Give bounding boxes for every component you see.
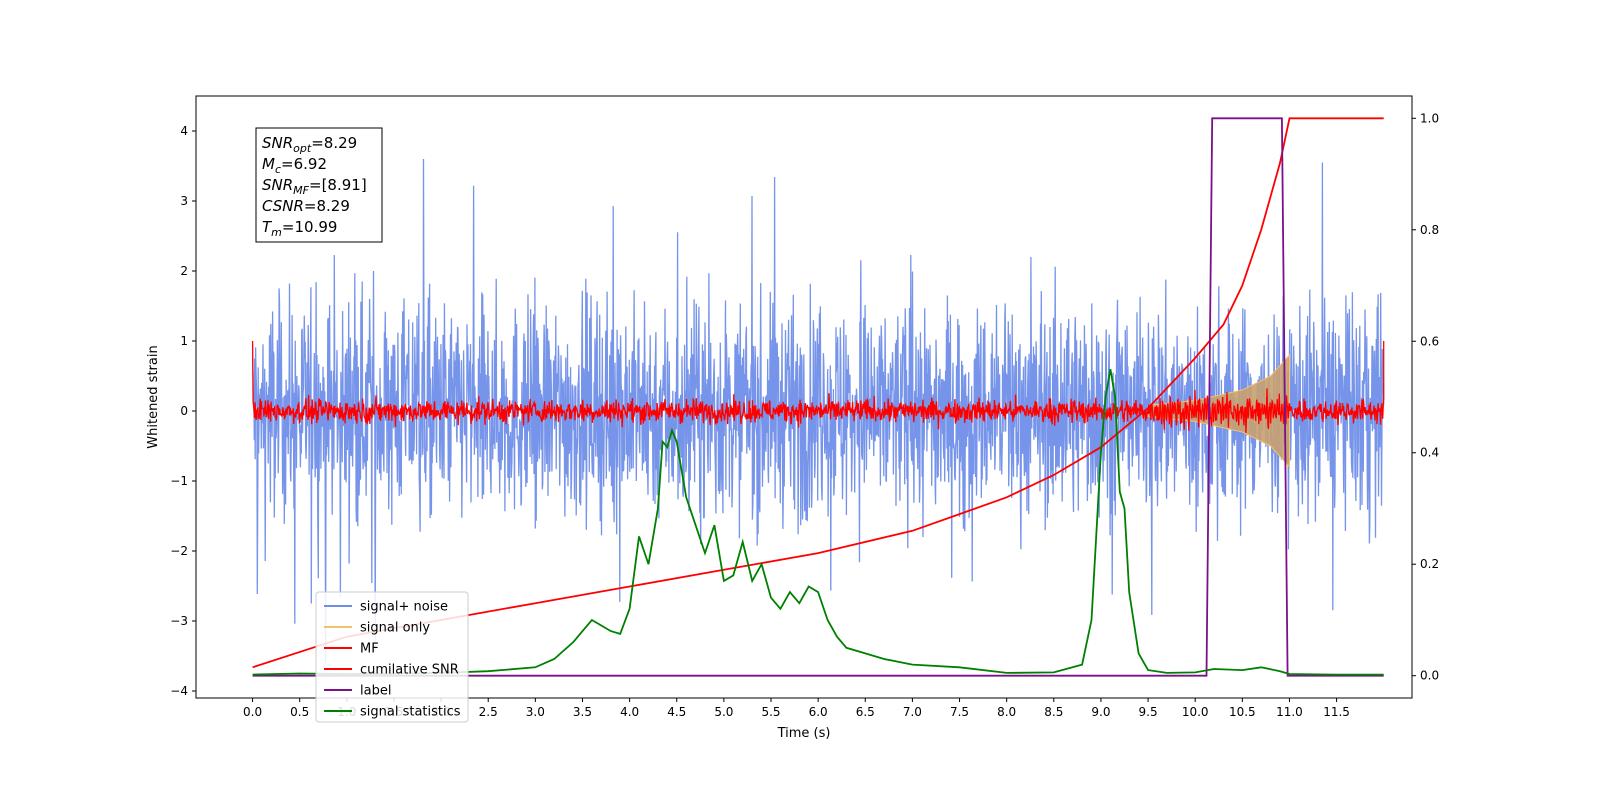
x-tick-label: 11.0 bbox=[1276, 705, 1303, 719]
x-tick-label: 6.5 bbox=[856, 705, 875, 719]
y2-tick-label: 0.6 bbox=[1420, 334, 1439, 348]
x-tick-label: 8.0 bbox=[997, 705, 1016, 719]
legend-label: signal only bbox=[360, 621, 430, 636]
x-tick-label: 7.5 bbox=[950, 705, 969, 719]
plot-area bbox=[251, 117, 1385, 677]
y-tick-label: 2 bbox=[180, 264, 188, 278]
y-tick-label: −1 bbox=[170, 474, 188, 488]
info-line: SNRopt=8.29 bbox=[262, 134, 357, 155]
x-tick-label: 2.5 bbox=[479, 705, 498, 719]
y-tick-label: −4 bbox=[170, 684, 188, 698]
x-tick-label: 0.5 bbox=[290, 705, 309, 719]
series-signal-statistics bbox=[252, 368, 1384, 676]
x-tick-label: 8.5 bbox=[1044, 705, 1063, 719]
info-box-frame bbox=[255, 127, 383, 243]
legend-frame bbox=[315, 591, 469, 723]
x-tick-label: 10.5 bbox=[1229, 705, 1256, 719]
info-line: Tm=10.99 bbox=[262, 218, 337, 239]
x-tick-label: 0.0 bbox=[243, 705, 262, 719]
y-tick-label: 4 bbox=[180, 124, 188, 138]
x-tick-label: 5.0 bbox=[714, 705, 733, 719]
x-tick-label: 6.0 bbox=[809, 705, 828, 719]
x-tick-label: 4.5 bbox=[667, 705, 686, 719]
y2-tick-label: 0.8 bbox=[1420, 223, 1439, 237]
y-tick-label: 3 bbox=[180, 194, 188, 208]
y-axis-label: Whitened strain bbox=[146, 345, 161, 448]
y-tick-label: 0 bbox=[180, 404, 188, 418]
info-line: Mc=6.92 bbox=[262, 155, 327, 176]
x-tick-label: 9.0 bbox=[1091, 705, 1110, 719]
y-tick-label: −2 bbox=[170, 544, 188, 558]
legend-label: signal statistics bbox=[360, 705, 461, 720]
info-line: CSNR=8.29 bbox=[262, 197, 350, 215]
info-line: SNRMF=[8.91] bbox=[262, 176, 367, 197]
legend-label: signal+ noise bbox=[360, 600, 448, 615]
x-tick-label: 3.5 bbox=[573, 705, 592, 719]
x-tick-label: 3.0 bbox=[526, 705, 545, 719]
legend-label: MF bbox=[360, 642, 379, 657]
axis-ticks: 0.00.51.01.52.02.53.03.54.04.55.05.56.06… bbox=[170, 111, 1439, 719]
x-tick-label: 9.5 bbox=[1139, 705, 1158, 719]
series-mf bbox=[251, 340, 1385, 433]
legend-label: label bbox=[360, 684, 391, 699]
y-tick-label: 1 bbox=[180, 334, 188, 348]
legend-label: cumilative SNR bbox=[360, 663, 459, 678]
x-tick-label: 4.0 bbox=[620, 705, 639, 719]
legend: signal+ noise signal only MF cumilative SNR… bbox=[315, 591, 469, 723]
x-tick-label: 11.5 bbox=[1323, 705, 1350, 719]
series-cumilative-snr bbox=[252, 117, 1384, 669]
y2-tick-label: 1.0 bbox=[1420, 111, 1439, 125]
series-label bbox=[252, 117, 1384, 677]
y-tick-label: −3 bbox=[170, 614, 188, 628]
y2-tick-label: 0.2 bbox=[1420, 557, 1439, 571]
x-tick-label: 10.0 bbox=[1182, 705, 1209, 719]
x-tick-label: 5.5 bbox=[761, 705, 780, 719]
series-signal-noise bbox=[251, 158, 1385, 664]
y2-tick-label: 0.4 bbox=[1420, 446, 1439, 460]
axes-frame bbox=[195, 95, 1413, 699]
x-tick-label: 7.0 bbox=[903, 705, 922, 719]
y2-tick-label: 0.0 bbox=[1420, 669, 1439, 683]
x-axis-label: Time (s) bbox=[777, 726, 831, 741]
